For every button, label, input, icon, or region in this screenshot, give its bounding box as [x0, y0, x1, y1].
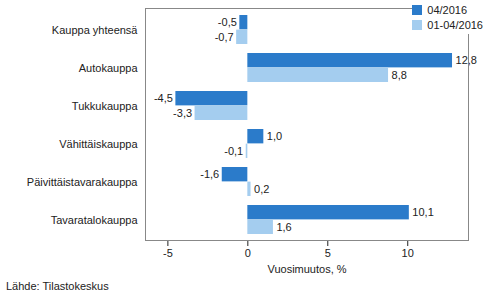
svg-text:1,0: 1,0 — [267, 130, 282, 142]
svg-text:-3,3: -3,3 — [173, 107, 192, 119]
svg-text:10,1: 10,1 — [412, 206, 433, 218]
svg-text:Vähittäiskauppa: Vähittäiskauppa — [59, 138, 138, 150]
svg-text:-4,5: -4,5 — [154, 92, 173, 104]
svg-text:5: 5 — [325, 247, 331, 259]
svg-text:-0,5: -0,5 — [218, 16, 237, 28]
html-text:04/2016: 04/2016 — [427, 4, 468, 16]
svg-text:-0,7: -0,7 — [215, 31, 234, 43]
svg-text:Tavaratalokauppa: Tavaratalokauppa — [51, 214, 139, 226]
svg-text:10: 10 — [402, 247, 414, 259]
svg-text:Vuosimuutos, %: Vuosimuutos, % — [267, 263, 346, 275]
svg-text:Autokauppa: Autokauppa — [79, 62, 139, 74]
svg-text:Päivittäistavarakauppa: Päivittäistavarakauppa — [27, 176, 139, 188]
html-text:01-04/2016: 01-04/2016 — [427, 19, 483, 31]
svg-text:-1,6: -1,6 — [200, 168, 219, 180]
svg-text:8,8: 8,8 — [392, 69, 407, 81]
svg-text:12,8: 12,8 — [456, 54, 477, 66]
svg-text:0: 0 — [245, 247, 251, 259]
svg-text:Tukkukauppa: Tukkukauppa — [72, 100, 139, 112]
svg-text:-0,1: -0,1 — [224, 145, 243, 157]
svg-text:1,6: 1,6 — [276, 221, 291, 233]
svg-text:0,2: 0,2 — [254, 183, 269, 195]
html-text:Lähde: Tilastokeskus: Lähde: Tilastokeskus — [6, 280, 109, 292]
svg-text:Kauppa yhteensä: Kauppa yhteensä — [52, 24, 139, 36]
svg-text:-5: -5 — [163, 247, 173, 259]
